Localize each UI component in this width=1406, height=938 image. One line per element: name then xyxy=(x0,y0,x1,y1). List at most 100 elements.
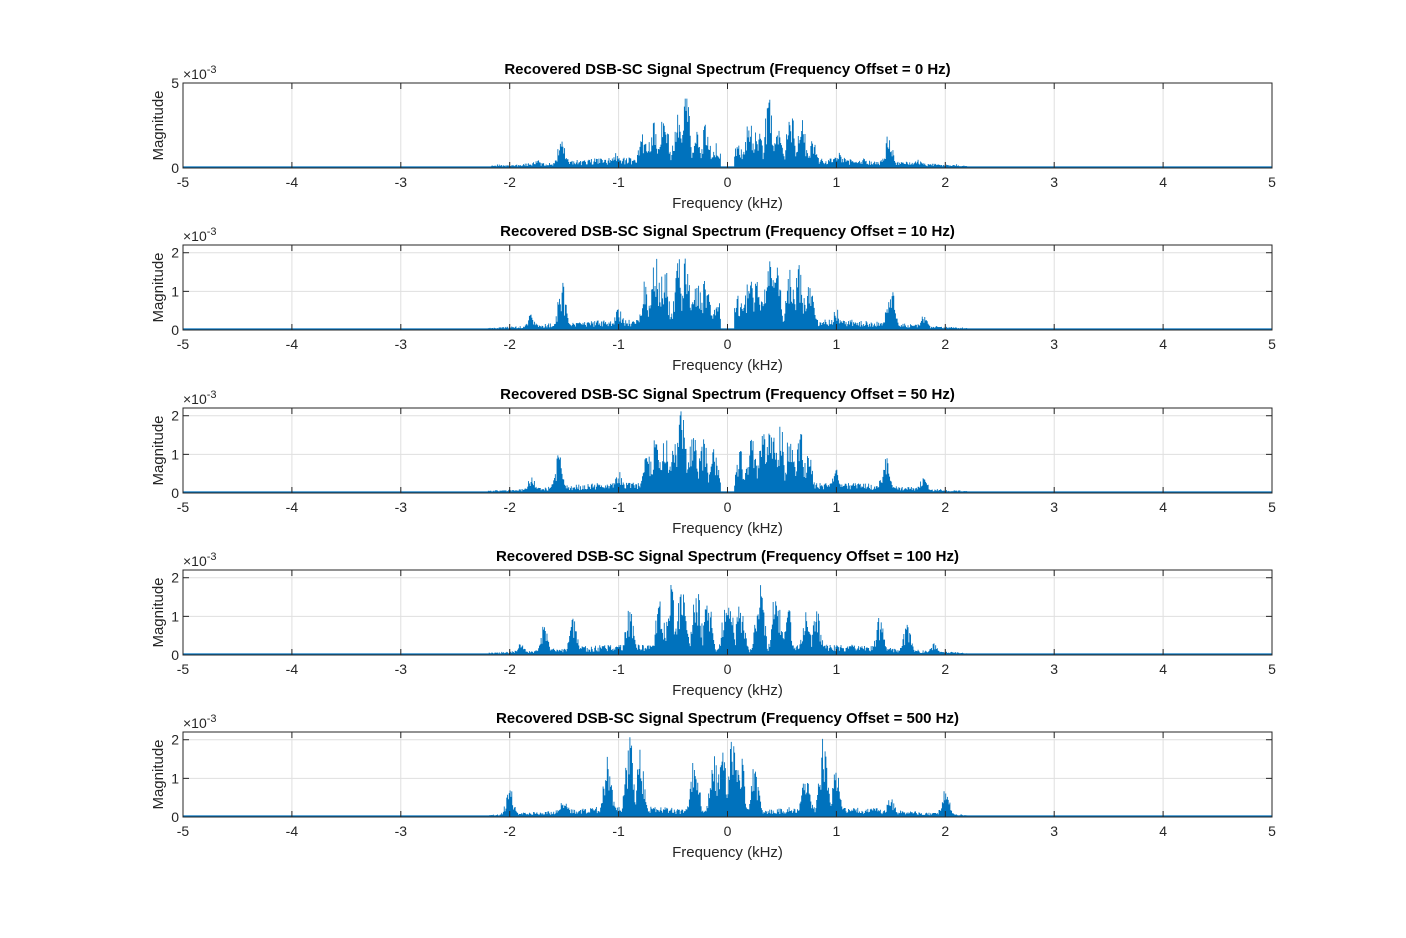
y-tick-label: 2 xyxy=(171,408,179,424)
x-tick-label: -2 xyxy=(503,336,516,352)
y-exponent-power: -3 xyxy=(207,389,217,401)
x-tick-label: -1 xyxy=(612,174,625,190)
x-axis-label: Frequency (kHz) xyxy=(672,195,783,212)
y-exponent-label: ×10-3 xyxy=(183,226,217,244)
y-axis-label: Magnitude xyxy=(150,415,167,485)
y-tick-label: 2 xyxy=(171,732,179,748)
x-tick-label: 0 xyxy=(724,661,732,677)
x-tick-label: 2 xyxy=(941,661,949,677)
x-tick-label: -2 xyxy=(503,661,516,677)
x-tick-label: -5 xyxy=(177,499,190,515)
subplot-title: Recovered DSB-SC Signal Spectrum (Freque… xyxy=(496,710,959,727)
x-tick-label: 1 xyxy=(833,823,841,839)
x-tick-label: -4 xyxy=(286,499,299,515)
x-tick-label: -4 xyxy=(286,661,299,677)
x-tick-label: -1 xyxy=(612,336,625,352)
x-tick-label: 3 xyxy=(1050,499,1058,515)
y-tick-label: 0 xyxy=(171,160,179,176)
x-tick-label: -3 xyxy=(395,174,408,190)
x-tick-label: -4 xyxy=(286,823,299,839)
y-tick-label: 0 xyxy=(171,322,179,338)
x-tick-label: 0 xyxy=(724,174,732,190)
subplot-title: Recovered DSB-SC Signal Spectrum (Freque… xyxy=(500,386,955,403)
x-tick-label: 5 xyxy=(1268,174,1276,190)
y-tick-label: 1 xyxy=(171,608,179,624)
subplot-1: -5 -4 -3 -2 -1 0 1 2 3 4 505×10-3 Recovered DSB-SC … xyxy=(150,61,1276,212)
x-tick-label: 5 xyxy=(1268,823,1276,839)
y-axis-label: Magnitude xyxy=(150,90,167,160)
x-tick-label: 2 xyxy=(941,499,949,515)
subplot-title: Recovered DSB-SC Signal Spectrum (Freque… xyxy=(504,61,950,78)
x-tick-label: 3 xyxy=(1050,174,1058,190)
x-tick-label: -2 xyxy=(503,499,516,515)
x-tick-label: 1 xyxy=(833,174,841,190)
y-tick-label: 0 xyxy=(171,647,179,663)
x-tick-label: 5 xyxy=(1268,336,1276,352)
x-tick-label: -2 xyxy=(503,174,516,190)
x-tick-label: 4 xyxy=(1159,661,1167,677)
y-exponent-label: ×10-3 xyxy=(183,389,217,407)
y-tick-label: 2 xyxy=(171,245,179,261)
x-tick-label: 4 xyxy=(1159,499,1167,515)
y-tick-label: 1 xyxy=(171,283,179,299)
x-tick-label: -1 xyxy=(612,661,625,677)
y-exponent-power: -3 xyxy=(207,64,217,76)
x-tick-label: -3 xyxy=(395,823,408,839)
subplot-title: Recovered DSB-SC Signal Spectrum (Freque… xyxy=(500,223,955,240)
y-tick-label: 0 xyxy=(171,809,179,825)
x-tick-label: -1 xyxy=(612,823,625,839)
y-exponent-base: ×10 xyxy=(183,553,207,569)
x-tick-label: -5 xyxy=(177,823,190,839)
x-tick-label: -4 xyxy=(286,174,299,190)
x-tick-label: 3 xyxy=(1050,336,1058,352)
y-exponent-label: ×10-3 xyxy=(183,551,217,569)
x-tick-label: 1 xyxy=(833,336,841,352)
y-exponent-base: ×10 xyxy=(183,66,207,82)
x-tick-label: -3 xyxy=(395,661,408,677)
y-tick-label: 5 xyxy=(171,75,179,91)
y-exponent-label: ×10-3 xyxy=(183,64,217,82)
x-tick-label: 3 xyxy=(1050,823,1058,839)
y-exponent-power: -3 xyxy=(207,713,217,725)
x-tick-label: 2 xyxy=(941,174,949,190)
y-tick-label: 0 xyxy=(171,485,179,501)
x-tick-label: 2 xyxy=(941,336,949,352)
x-tick-label: -1 xyxy=(612,499,625,515)
x-axis-label: Frequency (kHz) xyxy=(672,844,783,861)
subplot-title: Recovered DSB-SC Signal Spectrum (Freque… xyxy=(496,548,959,565)
x-tick-label: 5 xyxy=(1268,661,1276,677)
x-tick-label: 4 xyxy=(1159,336,1167,352)
y-exponent-power: -3 xyxy=(207,551,217,563)
x-tick-label: -2 xyxy=(503,823,516,839)
x-tick-label: -5 xyxy=(177,174,190,190)
x-tick-label: 0 xyxy=(724,499,732,515)
x-tick-label: 0 xyxy=(724,823,732,839)
y-axis-label: Magnitude xyxy=(150,252,167,322)
x-tick-label: -5 xyxy=(177,336,190,352)
x-axis-label: Frequency (kHz) xyxy=(672,682,783,699)
x-tick-label: -4 xyxy=(286,336,299,352)
y-exponent-power: -3 xyxy=(207,226,217,238)
x-tick-label: 2 xyxy=(941,823,949,839)
x-tick-label: 0 xyxy=(724,336,732,352)
y-tick-label: 2 xyxy=(171,570,179,586)
x-tick-label: 4 xyxy=(1159,823,1167,839)
y-tick-label: 1 xyxy=(171,446,179,462)
x-tick-label: 3 xyxy=(1050,661,1058,677)
x-tick-label: 1 xyxy=(833,661,841,677)
x-tick-label: 4 xyxy=(1159,174,1167,190)
y-exponent-base: ×10 xyxy=(183,391,207,407)
x-tick-label: 1 xyxy=(833,499,841,515)
y-exponent-label: ×10-3 xyxy=(183,713,217,731)
x-axis-label: Frequency (kHz) xyxy=(672,520,783,537)
y-exponent-base: ×10 xyxy=(183,715,207,731)
x-tick-label: -3 xyxy=(395,336,408,352)
y-exponent-base: ×10 xyxy=(183,228,207,244)
y-axis-label: Magnitude xyxy=(150,577,167,647)
x-tick-label: -3 xyxy=(395,499,408,515)
